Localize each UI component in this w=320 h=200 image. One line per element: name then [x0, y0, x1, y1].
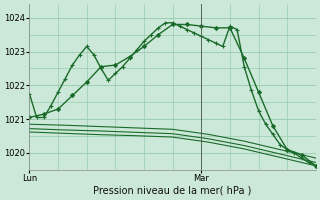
X-axis label: Pression niveau de la mer( hPa ): Pression niveau de la mer( hPa )	[93, 186, 252, 196]
